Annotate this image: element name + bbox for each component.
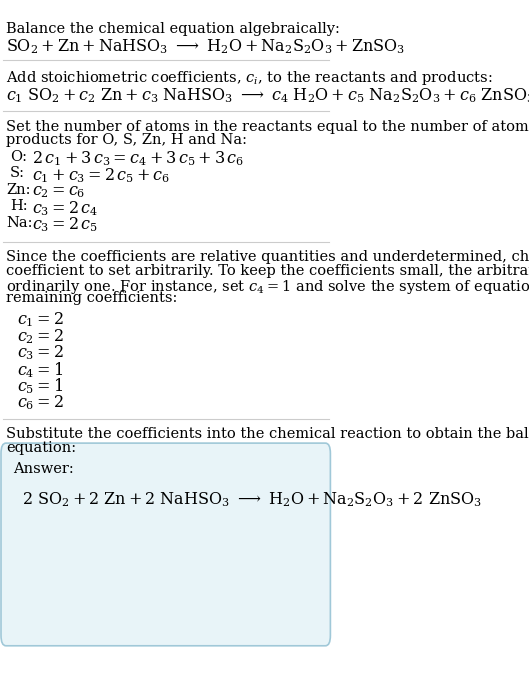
Text: S:: S: [10,166,25,180]
Text: $c_3 = 2\,c_5$: $c_3 = 2\,c_5$ [32,216,97,234]
Text: Zn:: Zn: [6,183,31,196]
Text: equation:: equation: [6,441,76,455]
Text: products for O, S, Zn, H and Na:: products for O, S, Zn, H and Na: [6,133,247,147]
Text: $c_6 = 2$: $c_6 = 2$ [16,393,63,412]
Text: Answer:: Answer: [13,462,74,475]
Text: $c_3 = 2\,c_4$: $c_3 = 2\,c_4$ [32,199,98,218]
Text: Substitute the coefficients into the chemical reaction to obtain the balanced: Substitute the coefficients into the che… [6,427,529,441]
Text: Set the number of atoms in the reactants equal to the number of atoms in the: Set the number of atoms in the reactants… [6,120,529,133]
Text: Since the coefficients are relative quantities and underdetermined, choose a: Since the coefficients are relative quan… [6,250,529,264]
Text: ordinarily one. For instance, set $c_4 = 1$ and solve the system of equations fo: ordinarily one. For instance, set $c_4 =… [6,278,529,295]
Text: H:: H: [10,199,28,213]
Text: $c_1 + c_3 = 2\,c_5 + c_6$: $c_1 + c_3 = 2\,c_5 + c_6$ [32,166,170,185]
Text: O:: O: [10,150,27,164]
Text: Na:: Na: [6,216,32,229]
Text: $c_5 = 1$: $c_5 = 1$ [16,376,62,396]
Text: Add stoichiometric coefficients, $c_i$, to the reactants and products:: Add stoichiometric coefficients, $c_i$, … [6,69,492,87]
Text: $c_2 = 2$: $c_2 = 2$ [16,327,63,346]
FancyBboxPatch shape [1,443,331,646]
Text: $2\,c_1 + 3\,c_3 = c_4 + 3\,c_5 + 3\,c_6$: $2\,c_1 + 3\,c_3 = c_4 + 3\,c_5 + 3\,c_6… [32,150,244,168]
Text: $c_2 = c_6$: $c_2 = c_6$ [32,183,85,200]
Text: Balance the chemical equation algebraically:: Balance the chemical equation algebraica… [6,22,340,36]
Text: $c_3 = 2$: $c_3 = 2$ [16,344,63,362]
Text: remaining coefficients:: remaining coefficients: [6,291,177,305]
Text: $\mathrm{SO_2 + Zn + NaHSO_3 \ \longrightarrow \ H_2O + Na_2S_2O_3 + ZnSO_3}$: $\mathrm{SO_2 + Zn + NaHSO_3 \ \longrigh… [6,38,405,56]
Text: $2\ \mathrm{SO_2} + 2\ \mathrm{Zn} + 2\ \mathrm{NaHSO_3} \ \longrightarrow \ \ma: $2\ \mathrm{SO_2} + 2\ \mathrm{Zn} + 2\ … [22,490,482,508]
Text: $c_1 = 2$: $c_1 = 2$ [16,311,63,329]
Text: coefficient to set arbitrarily. To keep the coefficients small, the arbitrary va: coefficient to set arbitrarily. To keep … [6,264,529,278]
Text: $c_1\ \mathrm{SO_2} + c_2\ \mathrm{Zn} + c_3\ \mathrm{NaHSO_3} \ \longrightarrow: $c_1\ \mathrm{SO_2} + c_2\ \mathrm{Zn} +… [6,87,529,105]
Text: $c_4 = 1$: $c_4 = 1$ [16,360,62,380]
